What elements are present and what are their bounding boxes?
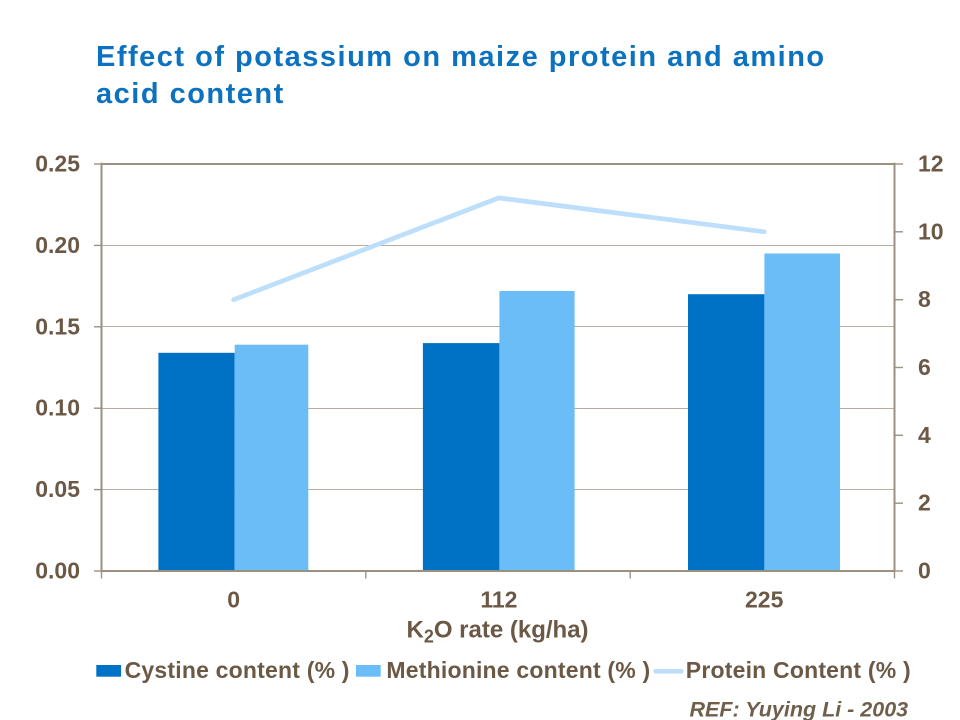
svg-text:0.20: 0.20 — [35, 232, 80, 258]
svg-text:Methionine content (% ): Methionine content (% ) — [386, 657, 650, 683]
svg-text:112: 112 — [480, 587, 517, 613]
svg-text:10: 10 — [918, 218, 944, 244]
svg-text:6: 6 — [918, 354, 931, 380]
svg-text:REF: Yuying Li - 2003: REF: Yuying Li - 2003 — [690, 698, 909, 720]
svg-text:0.25: 0.25 — [35, 151, 80, 177]
svg-text:0.10: 0.10 — [35, 395, 80, 421]
svg-text:8: 8 — [918, 286, 931, 312]
svg-text:K2O rate (kg/ha): K2O rate (kg/ha) — [406, 617, 588, 647]
svg-text:0.05: 0.05 — [35, 476, 80, 502]
svg-text:4: 4 — [918, 422, 931, 448]
svg-text:2: 2 — [918, 490, 931, 516]
svg-text:0.15: 0.15 — [35, 313, 80, 339]
svg-text:12: 12 — [918, 151, 944, 177]
svg-text:0: 0 — [227, 587, 240, 613]
svg-text:0: 0 — [918, 558, 931, 584]
svg-text:225: 225 — [745, 587, 784, 613]
svg-text:Cystine content (% ): Cystine content (% ) — [125, 657, 350, 683]
svg-text:Protein Content (% ): Protein Content (% ) — [686, 657, 911, 683]
svg-text:0.00: 0.00 — [35, 558, 80, 584]
